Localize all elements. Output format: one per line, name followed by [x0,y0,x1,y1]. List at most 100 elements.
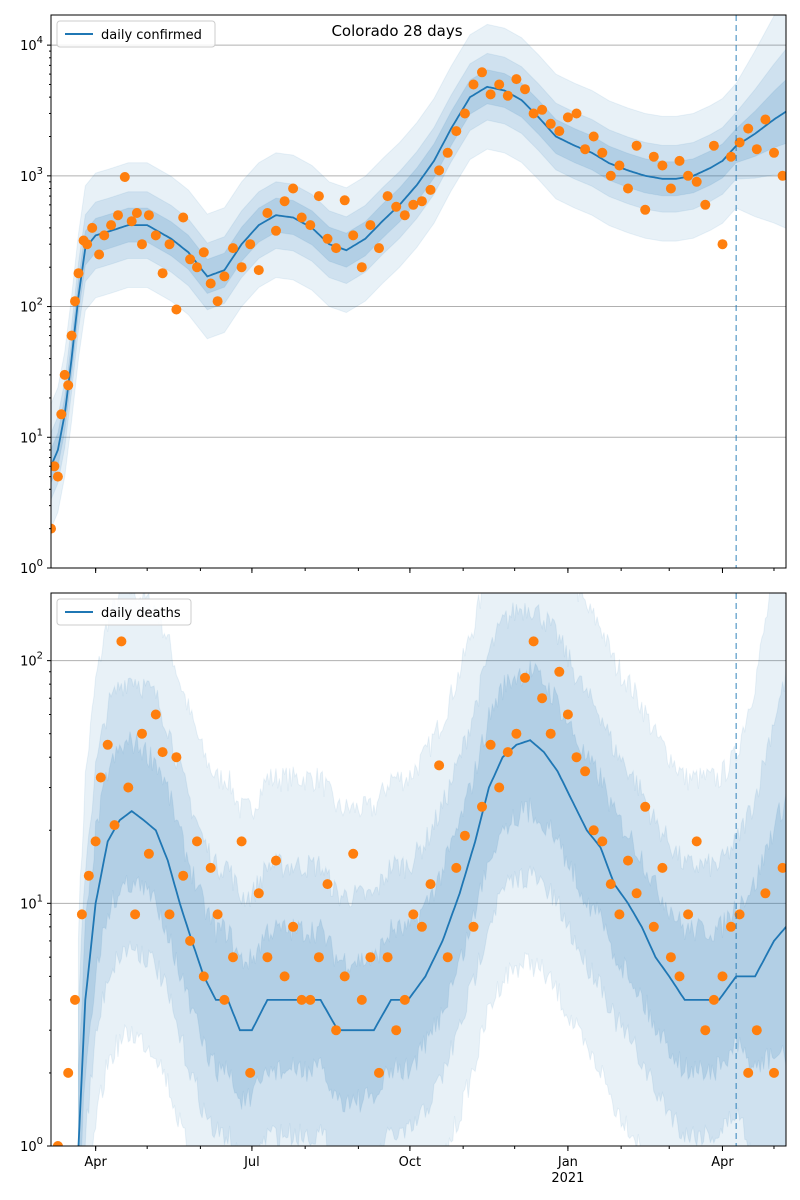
data-point [356,262,367,273]
data-point [545,118,556,129]
data-point [157,268,168,279]
data-point [408,909,419,920]
data-point [657,160,668,171]
data-point [477,67,487,78]
data-point [185,254,196,265]
data-point [708,140,719,151]
data-point [683,170,694,181]
data-point [99,230,110,241]
data-point [164,909,175,920]
data-point [192,262,202,273]
data-point [76,909,87,920]
y-tick-label: 101 [20,427,43,446]
legend-label: daily confirmed [101,28,202,43]
data-point [198,971,209,982]
data-point [119,172,130,182]
data-point [511,74,522,85]
data-point [143,210,154,221]
data-point [631,140,642,151]
x-tick-label: Oct [399,1155,421,1170]
data-point [760,888,771,899]
data-point [459,108,470,119]
series-line [77,739,786,1146]
data-point [777,862,786,873]
data-point [51,461,60,472]
plot-frame [50,592,787,1147]
data-point [219,271,230,282]
data-point [83,870,94,881]
x-tick-label: Apr [84,1155,107,1170]
data-point [365,220,376,231]
data-point [288,921,299,932]
data-point [63,380,74,391]
data-point [442,952,453,963]
data-point [683,909,694,920]
data-point [236,262,247,273]
x-tick-label: Jan [557,1155,578,1170]
data-point [87,222,98,233]
data-point [322,233,333,244]
data-point [528,108,539,119]
data-point [143,848,154,859]
median-line-group [51,85,786,467]
data-point [348,848,359,859]
data-point [262,952,273,963]
data-point [205,862,216,873]
data-point [631,888,642,899]
band-2 [77,602,786,1146]
data-point [382,191,393,202]
data-point [374,243,384,254]
data-point [228,243,238,254]
scatter-points [52,636,786,1146]
plot-frame [50,14,787,569]
data-point [700,199,711,210]
band-1 [77,593,786,1146]
data-point [562,709,573,720]
data-point [717,239,728,250]
data-point [198,247,209,258]
data-point [271,225,281,236]
data-point [212,909,223,920]
data-point [51,523,56,534]
data-point [571,108,582,119]
data-point [391,1025,402,1036]
uncertainty-bands [51,15,786,529]
data-point [477,801,487,812]
data-point [605,879,616,890]
data-point [434,165,445,176]
data-point [279,196,290,207]
data-point [116,636,127,647]
series-line [51,85,786,467]
data-point [205,278,216,289]
data-point [339,971,350,982]
data-point [494,79,505,90]
data-point [356,994,367,1005]
data-point [137,239,147,250]
data-point [777,170,786,181]
legend-box [56,20,216,48]
data-point [451,862,462,873]
data-point [588,131,599,142]
data-point [236,836,247,847]
data-point [322,879,333,890]
data-point [305,220,316,231]
data-point [102,739,113,750]
data-point [399,994,410,1005]
data-point [769,147,779,158]
legend-box [56,598,192,626]
data-point [751,144,762,155]
data-point [614,160,625,171]
legend-label: daily deaths [101,606,181,621]
data-point [157,747,168,758]
data-point [109,820,120,831]
y-tick-label: 100 [20,558,43,577]
data-point [743,123,754,134]
data-point [106,220,117,231]
data-point [760,114,771,125]
data-point [674,155,685,166]
data-point [769,1067,779,1078]
data-point [113,210,123,221]
data-point [271,855,281,866]
data-point [623,855,633,866]
median-line-group [77,739,786,1146]
